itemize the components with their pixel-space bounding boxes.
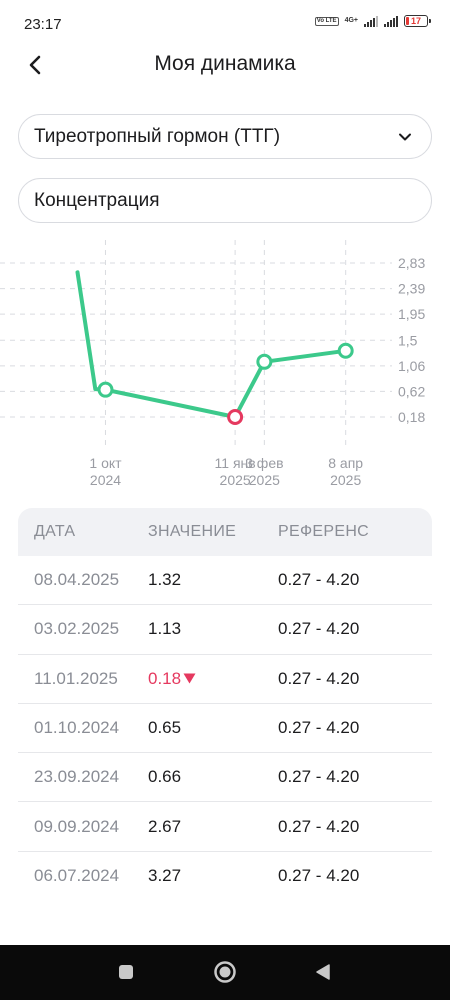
system-back-button[interactable] [310,959,336,985]
y-tick-label: 2,39 [398,281,425,297]
y-tick-label: 1,5 [398,332,418,348]
cell-value: 1.32 [148,570,182,590]
metric-select[interactable]: Концентрация [18,178,432,223]
cell-date: 06.07.2024 [34,866,120,886]
header-value: ЗНАЧЕНИЕ [148,523,237,540]
y-tick-label: 1,06 [398,358,425,374]
system-nav-bar [0,945,450,1000]
x-tick-label: 1 окт [89,455,122,471]
table-row: 11.01.2025 0.18 0.27 - 4.20 [18,655,432,704]
series-line [75,270,348,419]
data-point-low [227,409,244,425]
battery-level-fill [406,17,409,25]
analyte-select-value: Тиреотропный гормон (ТТГ) [34,125,281,147]
cell-value: 3.27 [148,866,182,886]
app-header: Моя динамика [0,42,450,88]
table-row: 03.02.2025 1.13 0.27 - 4.20 [18,605,432,655]
cell-value: 1.13 [148,619,182,639]
table-body: 08.04.2025 1.32 0.27 - 4.20 03.02.2025 1.13 0… [18,556,432,901]
y-tick-label: 0,18 [398,409,425,425]
y-tick-label: 1,95 [398,306,425,322]
cell-reference: 0.27 - 4.20 [278,619,360,639]
cell-date: 09.09.2024 [34,816,120,836]
cell-value-wrap: 1.13 [148,619,278,639]
cell-reference: 0.27 - 4.20 [278,668,360,688]
chevron-left-icon [29,55,41,75]
table-row: 23.09.2024 0.66 0.27 - 4.20 [18,753,432,803]
data-point [256,353,273,370]
cell-reference: 0.27 - 4.20 [278,866,360,886]
recents-button[interactable] [113,959,139,985]
cell-value: 0.18 [148,668,182,688]
cell-reference: 0.27 - 4.20 [278,816,360,836]
cell-reference: 0.27 - 4.20 [278,718,360,738]
network-type-label: 4G+ [344,17,358,24]
cell-value-wrap: 0.65 [148,718,278,738]
header-date: ДАТА [34,523,76,540]
cell-reference: 0.27 - 4.20 [278,570,360,590]
cell-value: 0.65 [148,718,182,738]
chevron-down-icon [399,133,411,141]
triangle-down-icon [183,673,196,684]
x-tick-label: 3 фев [245,455,283,471]
page-title: Моя динамика [154,52,296,75]
cell-reference: 0.27 - 4.20 [278,767,360,787]
square-icon [119,965,133,979]
battery-level-text: 17 [410,16,421,26]
cell-value-wrap: 1.32 [148,570,278,590]
cell-value-wrap: 0.66 [148,767,278,787]
table-row: 06.07.2024 3.27 0.27 - 4.20 [18,852,432,901]
cell-value: 2.67 [148,816,182,836]
header-reference: РЕФЕРЕНС [278,523,370,540]
x-tick-label: 11 янв [215,455,256,471]
x-tick-label-year: 2025 [249,472,280,488]
cell-value-wrap: 2.67 [148,817,278,837]
battery-icon: 17 [404,15,431,27]
triangle-left-icon [316,964,330,980]
cell-value-wrap: 0.18 [148,669,278,689]
table-row: 01.10.2024 0.65 0.27 - 4.20 [18,704,432,754]
signal-2-icon [384,15,398,27]
status-time: 23:17 [24,16,62,33]
cell-date: 11.01.2025 [34,668,118,688]
back-button[interactable] [20,50,50,80]
analyte-select[interactable]: Тиреотропный гормон (ТТГ) [18,114,432,159]
x-tick-label-year: 2025 [330,472,361,488]
cell-value: 0.66 [148,767,182,787]
status-bar: 23:17 Vo LTE 4G+ 17 [0,0,450,48]
volte-icon: Vo LTE [314,16,339,26]
x-tick-label-year: 2024 [90,472,121,488]
cell-date: 01.10.2024 [34,718,120,738]
cell-date: 03.02.2025 [34,619,120,639]
cell-value-wrap: 3.27 [148,866,278,886]
results-table: ДАТА ЗНАЧЕНИЕ РЕФЕРЕНС 08.04.2025 1.32 0.2… [18,508,432,901]
x-tick-label-year: 2025 [220,472,251,488]
status-icons: Vo LTE 4G+ 17 [314,15,431,27]
table-row: 09.09.2024 2.67 0.27 - 4.20 [18,802,432,852]
table-header: ДАТА ЗНАЧЕНИЕ РЕФЕРЕНС [18,508,432,556]
metric-select-value: Концентрация [34,189,160,211]
y-tick-label: 2,83 [398,255,425,271]
data-point [97,381,114,398]
signal-icon [364,15,378,27]
cell-date: 23.09.2024 [34,767,120,787]
circle-icon [214,961,236,983]
y-tick-label: 0,62 [398,383,425,399]
data-point [337,342,354,359]
x-tick-label: 8 апр [328,455,363,471]
home-button[interactable] [212,959,238,985]
table-row: 08.04.2025 1.32 0.27 - 4.20 [18,556,432,606]
cell-date: 08.04.2025 [34,570,120,590]
